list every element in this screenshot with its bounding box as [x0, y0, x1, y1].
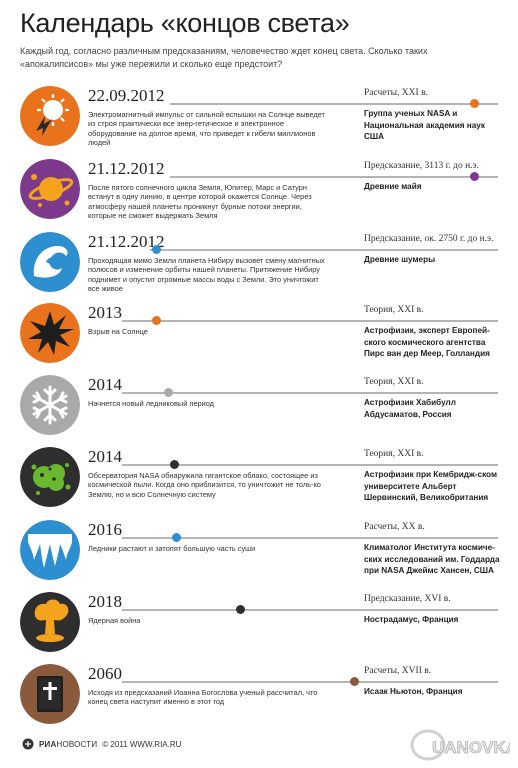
timeline-event: 2014 Начнется новый ледниковый период Те…	[0, 375, 518, 445]
prediction-type: Предсказание, 3113 г. до н.э.	[364, 161, 480, 171]
event-description: Взрыв на Солнце	[88, 327, 148, 336]
prediction-type: Теория, XXI в.	[364, 449, 424, 459]
event-description: Начнется новый ледниковый период	[88, 399, 214, 408]
timeline-event: 2014 Обсерватория NASA обнаружила гигант…	[0, 447, 518, 517]
timeline-dot	[236, 605, 245, 614]
prediction-type: Теория, XXI в.	[364, 377, 424, 387]
space-dust-cloud-icon	[20, 447, 80, 507]
event-date: 2014	[88, 375, 122, 394]
event-date: 2014	[88, 447, 122, 466]
page-subtitle: Каждый год, согласно различным предсказа…	[20, 46, 428, 69]
ria-logo-icon	[22, 738, 34, 750]
prediction-type: Расчеты, XXI в.	[364, 88, 428, 98]
timeline-line	[122, 464, 498, 466]
copyright-text[interactable]: © 2011 WWW.RIA.RU	[102, 739, 182, 749]
uanovka-watermark: UANOVKA	[408, 723, 518, 763]
event-date: 21.12.2012	[88, 232, 165, 251]
watermark-text: UANOVKA	[432, 738, 510, 757]
prediction-source: Древние майя	[364, 182, 422, 191]
prediction-source: Древние шумеры	[364, 255, 436, 264]
event-description: После пятого солнечного цикла Земля, Юпи…	[88, 183, 312, 221]
event-date: 2060	[88, 664, 122, 683]
prediction-source: Климатолог Института космиче-ских исслед…	[364, 543, 500, 575]
prediction-type: Предсказание, XVI в.	[364, 594, 451, 604]
snowflake-icon	[20, 375, 80, 435]
solar-flare-icon	[20, 86, 80, 146]
timeline-event: 2018 Ядерная война Предсказание, XVI в. …	[0, 592, 518, 662]
event-description: Обсерватория NASA обнаружила гигантское …	[88, 471, 321, 499]
timeline-event: 2016 Ледники растают и затопят большую ч…	[0, 520, 518, 590]
timeline-event: 21.12.2012 После пятого солнечного цикла…	[0, 159, 518, 229]
event-description: Электромагнитный импульс от сильной вспы…	[88, 110, 325, 148]
prediction-type: Расчеты, XX в.	[364, 522, 425, 532]
timeline-line	[150, 249, 498, 251]
sun-explosion-icon	[20, 303, 80, 363]
timeline-event: 22.09.2012 Электромагнитный импульс от с…	[0, 86, 518, 156]
event-description: Проходящая мимо Земли планета Нибиру выз…	[88, 256, 325, 294]
bible-icon	[20, 664, 80, 724]
timeline-line	[122, 537, 498, 539]
event-description: Ядерная война	[88, 616, 141, 625]
timeline-event: 21.12.2012 Проходящая мимо Земли планета…	[0, 232, 518, 302]
prediction-source: Астрофизик, эксперт Европей-ского космич…	[364, 326, 490, 358]
event-date: 22.09.2012	[88, 86, 165, 105]
timeline-event: 2013 Взрыв на Солнце Теория, XXI в. Астр…	[0, 303, 518, 373]
timeline-dot	[172, 533, 181, 542]
timeline-dot	[350, 677, 359, 686]
timeline-dot	[152, 245, 161, 254]
prediction-type: Теория, XXI в.	[364, 305, 424, 315]
timeline-event: 2060 Исходя из предсказаний Иоанна Богос…	[0, 664, 518, 734]
event-description: Исходя из предсказаний Иоанна Богослова …	[88, 688, 318, 707]
timeline-line	[122, 392, 498, 394]
prediction-source: Исаак Ньютон, Франция	[364, 687, 463, 696]
prediction-type: Расчеты, XVII в.	[364, 666, 432, 676]
planet-alignment-icon	[20, 159, 80, 219]
prediction-source: Астрофизик при Кембридж-ском университет…	[364, 470, 498, 502]
tidal-wave-icon	[20, 232, 80, 292]
timeline-line	[122, 681, 498, 683]
timeline-dot	[152, 316, 161, 325]
event-date: 2013	[88, 303, 122, 322]
prediction-source: Нострадамус, Франция	[364, 615, 459, 624]
timeline-line	[122, 609, 498, 611]
event-description: Ледники растают и затопят большую часть …	[88, 544, 256, 553]
timeline-line	[170, 176, 498, 178]
prediction-type: Предсказание, ок. 2750 г. до н.э.	[364, 234, 494, 244]
prediction-source: Группа ученых NASA и Национальная академ…	[364, 109, 485, 141]
footer: РИАНОВОСТИ © 2011 WWW.RIA.RU	[22, 738, 181, 750]
page-title: Календарь «концов света»	[20, 8, 350, 38]
ria-novosti-logo[interactable]: РИАНОВОСТИ	[39, 739, 98, 749]
event-date: 2018	[88, 592, 122, 611]
prediction-source: Астрофизик Хабибулл Абдусаматов, Россия	[364, 398, 456, 419]
timeline-dot	[170, 460, 179, 469]
event-date: 2016	[88, 520, 122, 539]
timeline-dot	[164, 388, 173, 397]
timeline-line	[170, 103, 498, 105]
melting-glacier-icon	[20, 520, 80, 580]
timeline-line	[122, 320, 498, 322]
timeline-dot	[470, 99, 479, 108]
event-date: 21.12.2012	[88, 159, 165, 178]
timeline-dot	[470, 172, 479, 181]
nuclear-explosion-icon	[20, 592, 80, 652]
